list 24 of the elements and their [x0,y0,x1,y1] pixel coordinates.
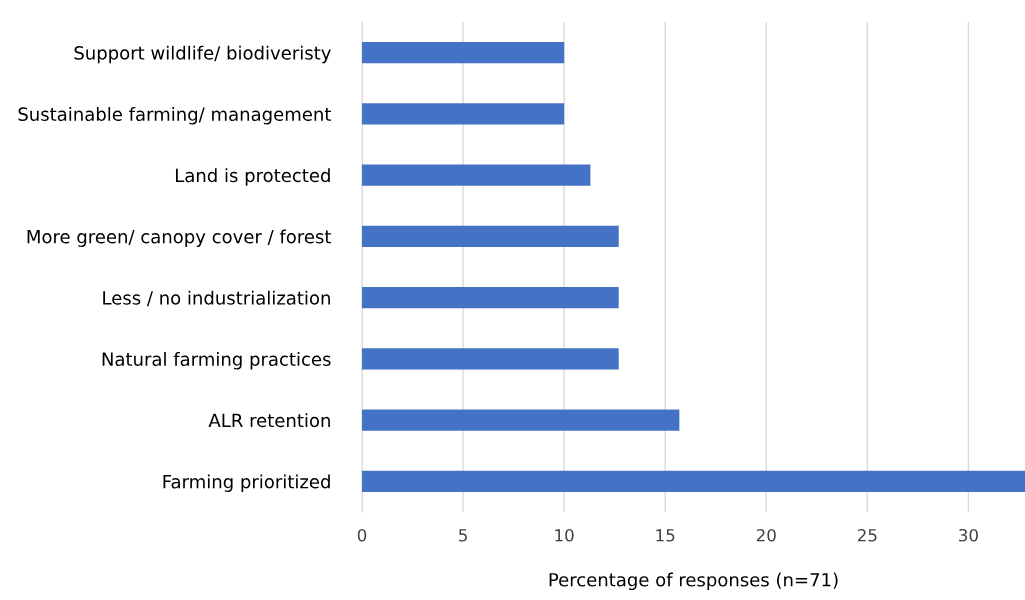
y-tick-label: Support wildlife/ biodiveristy [74,45,331,64]
y-tick-label: Land is protected [175,168,330,186]
y-tick-label: Natural farming practices [102,352,331,370]
bar [362,164,591,186]
x-tick-label: 15 [656,529,675,542]
x-tick-label: 30 [959,528,978,542]
bar [362,103,565,125]
x-tick-label: 0 [357,528,367,542]
x-tick-label: 10 [555,528,574,542]
y-tick-label: Sustainable farming/ management [18,107,332,125]
y-tick-label: ALR retention [208,413,330,428]
y-tick-label: Farming prioritized [163,474,330,492]
bar [362,409,680,431]
y-tick-label: Less / no industrialization [103,290,330,307]
bar [362,286,619,309]
x-axis-title: Percentage of responses (n=71) [549,572,838,591]
x-tick-label: 25 [857,528,877,542]
bar [362,225,619,248]
bar [362,348,619,370]
x-tick-label: 20 [756,528,776,542]
y-tick-label: More green/ canopy cover / forest [27,229,332,247]
bar [362,41,565,64]
bar [362,470,1025,493]
x-tick-label: 5 [459,529,467,542]
